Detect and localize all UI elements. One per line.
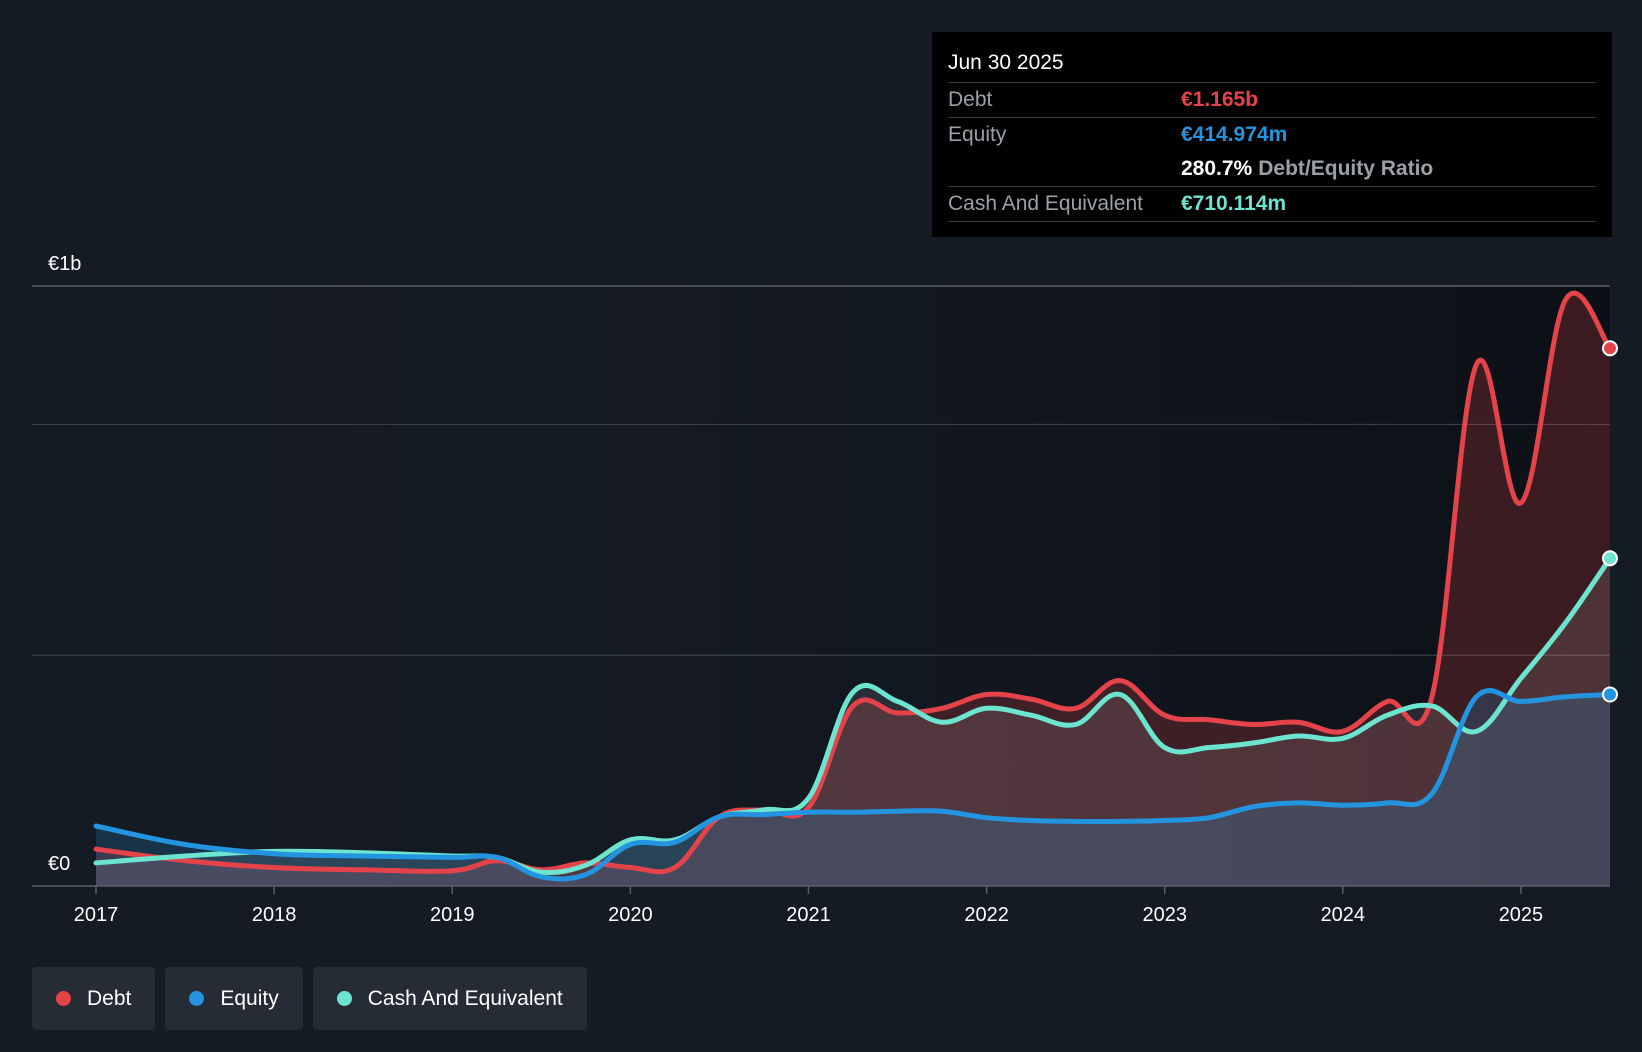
cash-area xyxy=(96,558,1610,886)
equity-line xyxy=(93,688,1613,882)
x-tick-label: 2018 xyxy=(252,904,297,926)
x-tick-label: 2022 xyxy=(964,904,1009,926)
legend-item-equity[interactable]: Equity xyxy=(165,967,303,1030)
legend-item-debt[interactable]: Debt xyxy=(32,967,156,1030)
tooltip-date: Jun 30 2025 xyxy=(948,48,1596,83)
tooltip-ratio: 280.7% Debt/Equity Ratio xyxy=(1181,152,1433,186)
tooltip-equity-label: Equity xyxy=(948,123,1007,146)
x-tick-label: 2021 xyxy=(786,904,831,926)
x-tick-label: 2019 xyxy=(430,904,475,926)
debt-end-marker[interactable] xyxy=(1602,340,1618,357)
legend-cash-dot xyxy=(336,991,352,1006)
legend-debt-dot xyxy=(56,991,71,1006)
x-tick-label: 2024 xyxy=(1321,904,1366,926)
tooltip-ratio-row: 280.7% Debt/Equity Ratio xyxy=(948,152,1596,187)
legend-item-cash[interactable]: Cash And Equivalent xyxy=(312,967,587,1030)
x-tick-label: 2023 xyxy=(1142,904,1187,926)
tooltip-ratio-value: 280.7% xyxy=(1181,157,1253,180)
legend-cash-label: Cash And Equivalent xyxy=(367,986,563,1010)
tooltip-cash-value: €710.114m xyxy=(1181,192,1287,215)
tooltip-debt-row: Debt €1.165b xyxy=(948,83,1596,118)
cash-end-marker[interactable] xyxy=(1602,550,1618,567)
tooltip-debt-label: Debt xyxy=(948,88,993,111)
chart-tooltip: Jun 30 2025 Debt €1.165b Equity €414.974… xyxy=(932,32,1612,237)
legend-equity-label: Equity xyxy=(220,986,279,1010)
tooltip-equity-value: €414.974m xyxy=(1181,123,1288,146)
equity-end-marker[interactable] xyxy=(1602,686,1618,703)
tooltip-ratio-spacer xyxy=(948,152,1181,186)
x-tick-label: 2017 xyxy=(74,904,119,926)
y-tick-label: €1b xyxy=(48,253,81,275)
debt-line xyxy=(93,290,1613,875)
tooltip-cash-label: Cash And Equivalent xyxy=(948,192,1143,215)
debt-area xyxy=(96,293,1610,886)
legend-equity-dot xyxy=(189,991,205,1006)
y-tick-label: €0 xyxy=(48,853,70,875)
tooltip-cash-row: Cash And Equivalent €710.114m xyxy=(948,187,1596,222)
legend-debt-label: Debt xyxy=(87,986,132,1010)
x-tick-label: 2020 xyxy=(608,904,653,926)
tooltip-equity-row: Equity €414.974m xyxy=(948,118,1596,152)
tooltip-debt-value: €1.165b xyxy=(1181,88,1259,111)
equity-area xyxy=(96,690,1610,886)
tooltip-ratio-label: Debt/Equity Ratio xyxy=(1258,157,1434,180)
chart-legend: Debt Equity Cash And Equivalent xyxy=(32,967,587,1030)
x-tick-label: 2025 xyxy=(1499,904,1544,926)
